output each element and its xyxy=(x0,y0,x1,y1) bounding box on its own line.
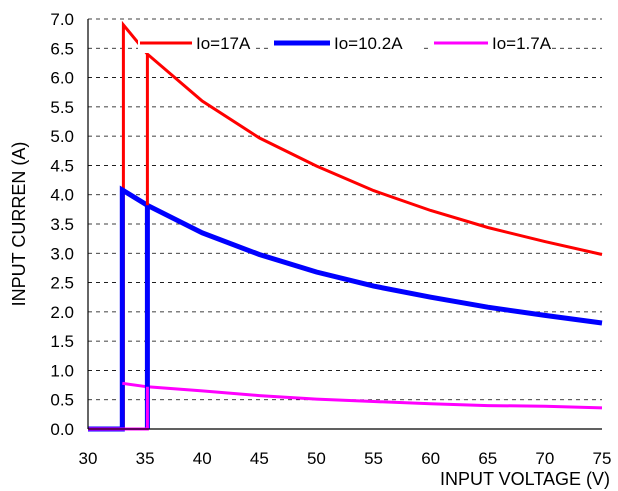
gridlines xyxy=(88,18,602,401)
legend-label: Io=1.7A xyxy=(492,34,552,53)
x-axis-title: INPUT VOLTAGE (V) xyxy=(440,469,610,489)
y-tick-label: 3.0 xyxy=(50,244,74,263)
y-tick-label: 6.0 xyxy=(50,69,74,88)
legend: Io=17A Io=10.2A Io=1.7A xyxy=(138,33,552,53)
legend-background xyxy=(432,33,550,53)
y-tick-label: 1.5 xyxy=(50,332,74,351)
y-tick-label: 4.0 xyxy=(50,186,74,205)
x-tick-label: 40 xyxy=(193,449,212,468)
x-tick-label: 30 xyxy=(79,449,98,468)
y-tick-label: 3.5 xyxy=(50,215,74,234)
series-line xyxy=(88,185,603,432)
legend-label: Io=17A xyxy=(196,34,251,53)
x-tick-label: 50 xyxy=(307,449,326,468)
x-tick-label: 35 xyxy=(136,449,155,468)
y-tick-label: 5.0 xyxy=(50,127,74,146)
series-lines xyxy=(88,20,603,432)
axes xyxy=(87,19,602,430)
legend-background xyxy=(272,33,424,53)
y-tick-label: 0.0 xyxy=(50,420,74,439)
legend-label: Io=10.2A xyxy=(334,34,403,53)
y-tick-label: 1.0 xyxy=(50,361,74,380)
y-tick-label: 2.5 xyxy=(50,274,74,293)
x-tick-label: 70 xyxy=(535,449,554,468)
legend-background xyxy=(138,33,256,53)
x-tick-label: 60 xyxy=(421,449,440,468)
x-tick-label: 75 xyxy=(593,449,612,468)
series-line xyxy=(88,20,603,431)
y-tick-label: 2.0 xyxy=(50,303,74,322)
x-tick-label: 45 xyxy=(250,449,269,468)
y-tick-label: 0.5 xyxy=(50,391,74,410)
y-tick-label: 6.5 xyxy=(50,39,74,58)
y-tick-label: 4.5 xyxy=(50,156,74,175)
series-line xyxy=(122,381,603,410)
y-tick-label: 5.5 xyxy=(50,98,74,117)
y-tick-label: 7.0 xyxy=(50,10,74,29)
tick-labels: 0.0 0.5 1.0 1.5 2.0 2.5 3.0 3.5 4.0 4.5 5.0 5.5 6.0 6… xyxy=(50,10,611,468)
y-axis-title: INPUT CURREN (A) xyxy=(9,142,29,307)
x-tick-label: 65 xyxy=(478,449,497,468)
x-tick-label: 55 xyxy=(364,449,383,468)
series-line xyxy=(88,386,149,431)
